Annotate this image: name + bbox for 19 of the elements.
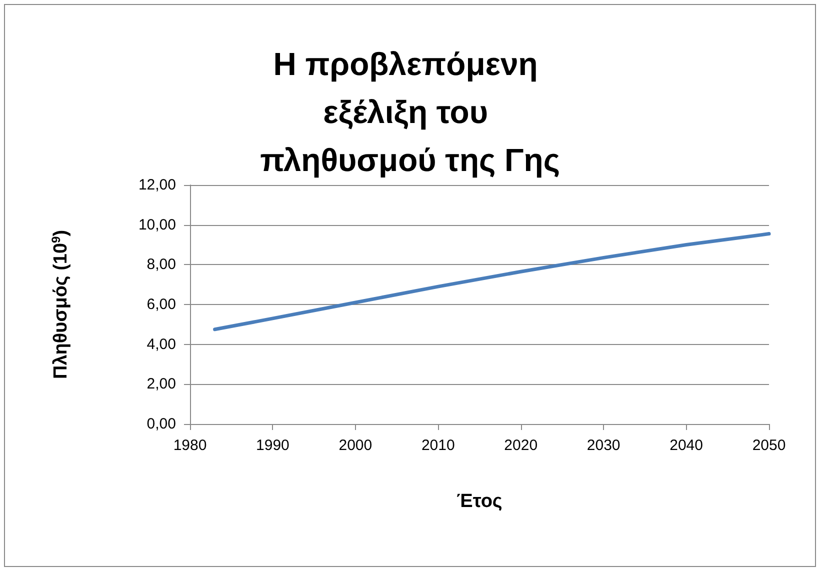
y-tick-label: 10,00 xyxy=(138,216,176,234)
x-tick-label: 2000 xyxy=(338,437,372,454)
x-tick-label: 2010 xyxy=(421,437,455,454)
y-tick-label: 4,00 xyxy=(146,336,176,353)
y-axis-title: Πληθυσμός (109) xyxy=(49,230,72,380)
x-tick-label: 2020 xyxy=(504,437,538,454)
line-series xyxy=(213,232,771,332)
y-tick-label: 12,00 xyxy=(138,176,176,194)
x-tick-label: 1990 xyxy=(256,437,290,454)
x-tick-label: 2050 xyxy=(752,437,786,454)
y-tick-label: 8,00 xyxy=(146,256,176,274)
y-tick-label: 2,00 xyxy=(146,376,176,393)
x-tick-label: 2040 xyxy=(670,437,703,454)
x-tick-label: 2030 xyxy=(586,437,620,454)
y-tick-label: 6,00 xyxy=(146,296,176,313)
x-tick-label: 1980 xyxy=(173,437,207,454)
x-axis-title: Έτος xyxy=(456,491,502,512)
chart-title: Η προβλεπόμενη εξέλιξη του πληθυσμού της Γης xyxy=(260,46,560,178)
y-tick-label: 0,00 xyxy=(146,416,176,432)
